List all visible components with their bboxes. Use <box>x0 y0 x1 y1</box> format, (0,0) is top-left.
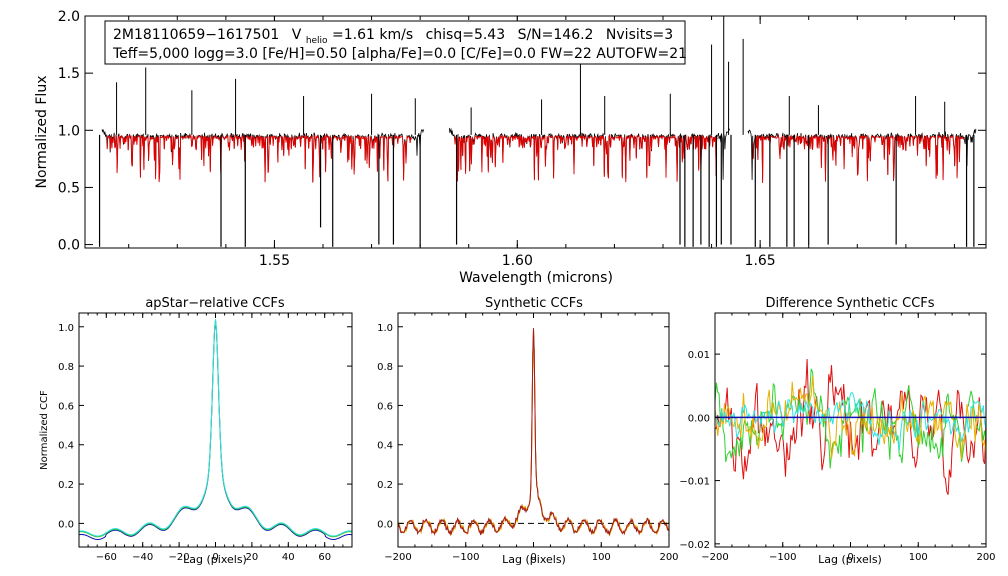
y-tick-label: 0.6 <box>58 401 74 412</box>
synthetic-ccf-visit-3 <box>397 328 670 536</box>
nvisits-value: Nvisits=3 <box>606 27 673 43</box>
y-tick-label: 0.5 <box>58 180 80 196</box>
synthetic-ccf-ticks: −200 −100 0 100 200 0.0 0.2 0.4 0.6 0.8 1.0 <box>377 313 679 563</box>
sn-value: S/N=146.2 <box>518 27 594 43</box>
x-tick-label: 40 <box>282 552 295 563</box>
y-tick-label: 0.6 <box>377 401 393 412</box>
x-tick-label: −60 <box>96 552 117 563</box>
apstar-ccf-panel: −60 −40 −20 0 20 40 60 0.0 0.2 0.4 0.6 0.8 1.0 apSta… <box>39 296 353 566</box>
y-tick-label: 0.00 <box>688 413 710 424</box>
apstar-ccf-visit-2 <box>78 319 353 538</box>
x-tick-label: −100 <box>769 552 796 563</box>
y-tick-label: 0.0 <box>58 238 80 254</box>
model-spectrum-chip-1 <box>106 133 413 183</box>
x-tick-label: 1.55 <box>259 253 290 269</box>
y-tick-label: 0.01 <box>688 350 710 361</box>
y-tick-label: 0.8 <box>58 362 74 373</box>
difference-ccf-xlabel: Lag (pixels) <box>818 553 882 566</box>
model-spectrum-chip-2 <box>454 134 718 183</box>
x-tick-label: 200 <box>976 552 995 563</box>
x-tick-label: 100 <box>909 552 928 563</box>
apstar-ccf-xlabel: Lag (pixels) <box>183 553 247 566</box>
y-tick-label: 1.5 <box>58 66 80 82</box>
y-tick-label: 0.2 <box>58 480 74 491</box>
chisq-value: chisq=5.43 <box>426 27 506 43</box>
observed-spectrum-chip-3 <box>747 128 977 182</box>
spectrum-lines <box>98 16 977 247</box>
x-tick-label: 0 <box>847 552 853 563</box>
spectrum-plot-area <box>98 16 977 247</box>
difference-plot-area <box>715 358 986 495</box>
info-line-1: 2M18110659−1617501 V helio =1.61 km/s ch… <box>113 27 673 47</box>
x-tick-label: 1.60 <box>502 253 533 269</box>
spectrum-ylabel: Normalized Flux <box>34 76 50 189</box>
difference-ccf-panel: −200 −100 0 100 200 −0.02 −0.01 0.00 0.01 Differ… <box>679 296 995 566</box>
x-tick-label: 200 <box>659 552 678 563</box>
apstar-ccf-ticks: −60 −40 −20 0 20 40 60 0.0 0.2 0.4 0.6 0.8 1.0 <box>58 313 353 563</box>
difference-ccf-cyan <box>715 391 986 451</box>
x-tick-label: −20 <box>169 552 190 563</box>
observed-spectrum-chip-2 <box>448 127 730 181</box>
y-tick-label: 0.4 <box>58 441 74 452</box>
apstar-ccf-ylabel: Normalized CCF <box>39 390 50 470</box>
spectrum-panel: 1.55 1.60 1.65 0.0 0.5 1.0 1.5 2.0 2M18110659−1… <box>34 9 987 286</box>
vhelio-label: V <box>292 27 302 43</box>
spectrum-frame <box>84 15 987 249</box>
x-tick-label: 20 <box>246 552 259 563</box>
apstar-ccf-title: apStar−relative CCFs <box>145 296 285 311</box>
x-tick-label: 0 <box>530 552 536 563</box>
synthetic-ccf-visit-2 <box>397 329 670 537</box>
apstar-ccf-lines <box>78 319 353 540</box>
x-tick-label: 60 <box>318 552 331 563</box>
y-tick-label: 0.2 <box>377 480 393 491</box>
x-tick-label: −100 <box>452 552 479 563</box>
synthetic-ccf-xlabel: Lag (pixels) <box>502 553 566 566</box>
y-tick-label: 1.0 <box>377 323 393 334</box>
y-tick-label: 2.0 <box>58 9 80 25</box>
apstar-ccf-visit-3 <box>78 319 353 537</box>
vhelio-value: =1.61 km/s <box>332 27 413 43</box>
x-tick-label: −200 <box>701 552 728 563</box>
x-tick-label: 1.65 <box>745 253 776 269</box>
synthetic-ccf-lines <box>397 328 670 537</box>
difference-ccf-yellow <box>715 375 986 460</box>
x-tick-label: 0 <box>212 552 218 563</box>
info-box <box>104 20 686 65</box>
star-id: 2M18110659−1617501 <box>113 27 279 43</box>
y-tick-label: 0.0 <box>377 519 393 530</box>
y-tick-label: −0.02 <box>679 540 710 551</box>
synthetic-ccf-title: Synthetic CCFs <box>485 296 583 311</box>
difference-ccf-green <box>715 368 986 469</box>
x-tick-label: −200 <box>384 552 411 563</box>
difference-ccf-lines <box>715 358 986 495</box>
spectrum-xlabel: Wavelength (microns) <box>459 270 613 286</box>
apstar-ccf-visit-1 <box>78 320 353 540</box>
y-tick-label: 0.4 <box>377 441 393 452</box>
x-tick-label: −40 <box>132 552 153 563</box>
synthetic-ccf-panel: −200 −100 0 100 200 0.0 0.2 0.4 0.6 0.8 1.0 Synthe… <box>377 296 678 566</box>
x-tick-label: 100 <box>592 552 611 563</box>
synthetic-ccf-visit-1 <box>397 330 670 537</box>
y-tick-label: −0.01 <box>679 477 710 488</box>
vhelio-subscript: helio <box>306 36 328 46</box>
info-line-2: Teff=5,000 logg=3.0 [Fe/H]=0.50 [alpha/F… <box>112 46 687 62</box>
difference-ccf-ticks: −200 −100 0 100 200 −0.02 −0.01 0.00 0.01 <box>679 313 996 563</box>
difference-ccf-title: Difference Synthetic CCFs <box>765 296 934 311</box>
model-spectrum-chip-3 <box>752 133 965 184</box>
y-tick-label: 1.0 <box>58 323 74 334</box>
apstar-ccf-frame <box>78 312 353 548</box>
y-tick-label: 0.8 <box>377 362 393 373</box>
y-tick-label: 1.0 <box>58 123 80 139</box>
spectrum-ticks: 1.55 1.60 1.65 0.0 0.5 1.0 1.5 2.0 <box>58 9 986 269</box>
y-tick-label: 0.0 <box>58 519 74 530</box>
